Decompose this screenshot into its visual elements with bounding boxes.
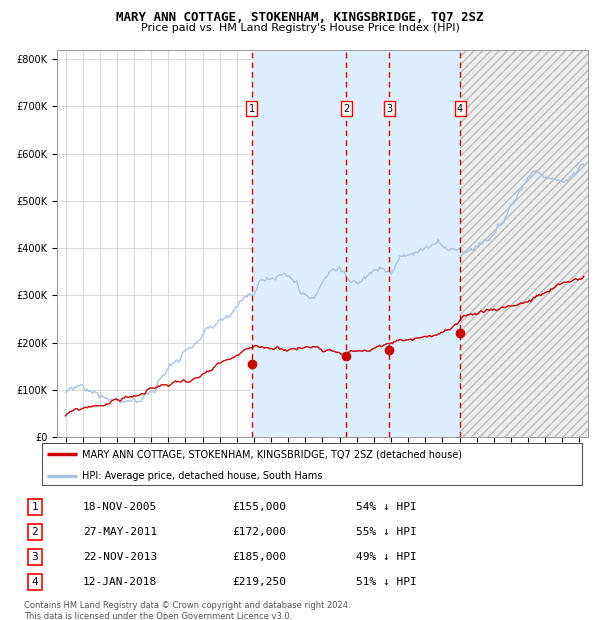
Text: £172,000: £172,000 [232,527,286,537]
Text: 4: 4 [32,577,38,587]
Text: £155,000: £155,000 [232,502,286,512]
Text: 3: 3 [386,104,392,113]
Text: 18-NOV-2005: 18-NOV-2005 [83,502,157,512]
Text: 22-NOV-2013: 22-NOV-2013 [83,552,157,562]
Text: Price paid vs. HM Land Registry's House Price Index (HPI): Price paid vs. HM Land Registry's House … [140,23,460,33]
Text: 1: 1 [249,104,255,113]
Text: MARY ANN COTTAGE, STOKENHAM, KINGSBRIDGE, TQ7 2SZ: MARY ANN COTTAGE, STOKENHAM, KINGSBRIDGE… [116,11,484,24]
Text: 54% ↓ HPI: 54% ↓ HPI [356,502,417,512]
Text: 2: 2 [32,527,38,537]
Text: 3: 3 [32,552,38,562]
Bar [252,50,460,437]
Text: 1: 1 [32,502,38,512]
Text: 27-MAY-2011: 27-MAY-2011 [83,527,157,537]
Text: 2: 2 [343,104,350,113]
Text: 4: 4 [457,104,463,113]
Text: 12-JAN-2018: 12-JAN-2018 [83,577,157,587]
Text: 49% ↓ HPI: 49% ↓ HPI [356,552,417,562]
Text: MARY ANN COTTAGE, STOKENHAM, KINGSBRIDGE, TQ7 2SZ (detached house): MARY ANN COTTAGE, STOKENHAM, KINGSBRIDGE… [83,450,463,459]
Text: 51% ↓ HPI: 51% ↓ HPI [356,577,417,587]
Bar [460,50,588,437]
Text: This data is licensed under the Open Government Licence v3.0.: This data is licensed under the Open Gov… [24,612,292,620]
Text: £219,250: £219,250 [232,577,286,587]
Text: 55% ↓ HPI: 55% ↓ HPI [356,527,417,537]
Text: HPI: Average price, detached house, South Hams: HPI: Average price, detached house, Sout… [83,471,323,480]
Text: £185,000: £185,000 [232,552,286,562]
Text: Contains HM Land Registry data © Crown copyright and database right 2024.: Contains HM Land Registry data © Crown c… [24,601,350,611]
